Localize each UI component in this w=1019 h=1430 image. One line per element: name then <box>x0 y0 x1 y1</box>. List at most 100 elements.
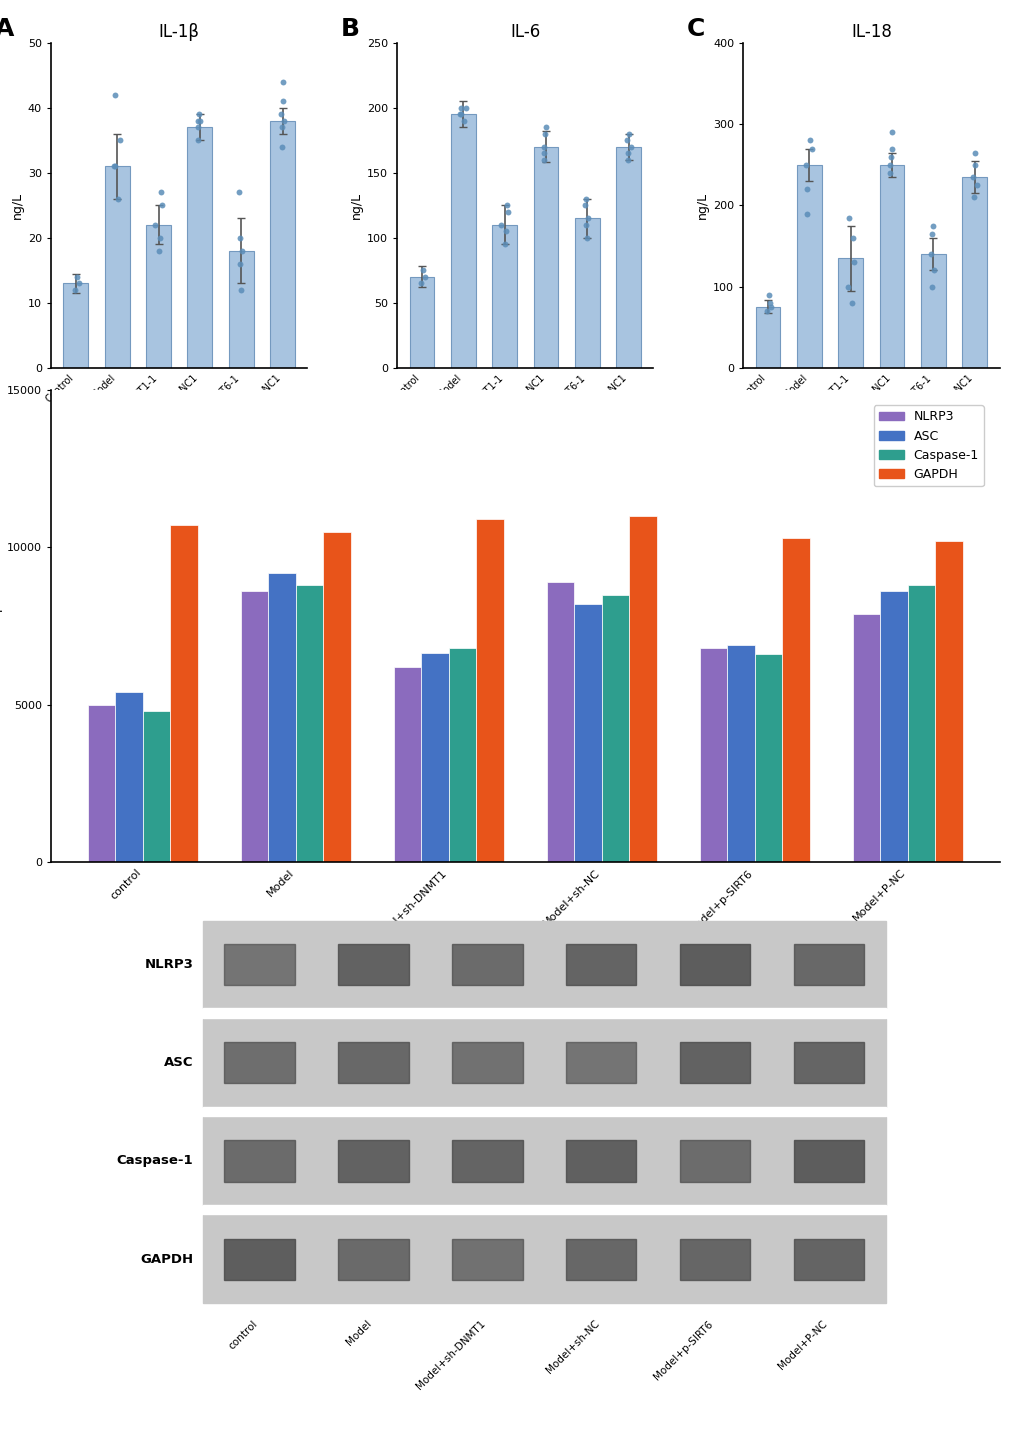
Point <box>839 275 855 297</box>
Bar <box>566 1238 636 1280</box>
Point <box>620 142 636 164</box>
Point <box>881 153 898 176</box>
Point <box>881 162 898 184</box>
Bar <box>566 1042 636 1084</box>
Point <box>758 299 774 322</box>
Point <box>578 226 594 249</box>
Title: IL-6: IL-6 <box>510 23 540 41</box>
Point <box>883 137 900 160</box>
Bar <box>699 648 727 862</box>
Bar <box>224 1140 294 1181</box>
Text: Model+sh-DNMT1: Model+sh-DNMT1 <box>414 1318 487 1391</box>
Point <box>70 272 87 295</box>
Point <box>762 296 779 319</box>
Point <box>923 223 940 246</box>
Point <box>498 194 515 217</box>
Bar <box>203 1008 884 1018</box>
Point <box>276 110 292 133</box>
Point <box>496 233 513 256</box>
Point <box>111 129 127 152</box>
Bar <box>323 532 351 862</box>
Point <box>274 90 290 113</box>
Bar <box>296 585 323 862</box>
Point <box>760 283 776 306</box>
Point <box>535 136 551 159</box>
Point <box>964 166 980 189</box>
Bar <box>907 585 934 862</box>
Point <box>190 129 206 152</box>
Bar <box>105 166 129 368</box>
Point <box>499 200 516 223</box>
Text: Model+p-SIRT6: Model+p-SIRT6 <box>651 1318 714 1381</box>
Point <box>798 202 814 225</box>
Bar <box>754 655 782 862</box>
Bar <box>187 127 212 368</box>
Point <box>415 259 431 282</box>
Text: ASC: ASC <box>164 1057 194 1070</box>
Point <box>923 275 940 297</box>
Bar <box>338 1042 409 1084</box>
Bar <box>793 1140 863 1181</box>
Point <box>153 182 169 204</box>
Point <box>230 182 247 204</box>
Bar <box>143 711 170 862</box>
Point <box>882 120 899 143</box>
Bar <box>852 613 879 862</box>
Y-axis label: Protein relative expression level: Protein relative expression level <box>0 526 3 726</box>
Bar <box>679 1042 750 1084</box>
Bar <box>421 654 448 862</box>
Bar <box>575 219 599 368</box>
Point <box>458 96 474 119</box>
Bar <box>228 250 254 368</box>
Point <box>843 292 859 315</box>
Point <box>233 239 250 262</box>
Bar <box>203 921 884 1008</box>
Point <box>417 266 433 289</box>
Point <box>760 292 776 315</box>
Point <box>536 123 552 146</box>
Bar <box>224 1042 294 1084</box>
Text: Model+sh-NC: Model+sh-NC <box>543 1318 600 1376</box>
Point <box>151 239 167 262</box>
Point <box>966 153 982 176</box>
Bar <box>566 1140 636 1181</box>
Point <box>153 194 169 217</box>
Point <box>191 103 207 126</box>
Text: A: A <box>0 17 14 41</box>
Bar <box>615 147 641 368</box>
Text: B: B <box>340 17 360 41</box>
Bar <box>878 164 904 368</box>
Bar <box>409 277 434 368</box>
Bar <box>203 1018 884 1107</box>
Bar <box>533 147 557 368</box>
Bar <box>115 692 143 862</box>
Point <box>232 279 249 302</box>
Y-axis label: ng/L: ng/L <box>10 192 23 219</box>
Bar <box>934 541 962 862</box>
Point <box>452 103 469 126</box>
Point <box>110 187 126 210</box>
Point <box>968 173 984 196</box>
Point <box>493 213 510 236</box>
Bar <box>451 944 522 985</box>
Point <box>966 142 982 164</box>
Bar <box>224 1238 294 1280</box>
Bar <box>240 592 268 862</box>
Point <box>840 206 856 229</box>
Legend: NLRP3, ASC, Caspase-1, GAPDH: NLRP3, ASC, Caspase-1, GAPDH <box>872 406 983 486</box>
Point <box>923 214 940 237</box>
Text: C: C <box>686 17 704 41</box>
Bar <box>755 307 780 368</box>
Bar <box>679 1238 750 1280</box>
Point <box>106 154 122 177</box>
Bar <box>727 645 754 862</box>
Point <box>798 177 814 200</box>
Point <box>152 226 168 249</box>
Point <box>497 220 514 243</box>
Title: IL-18: IL-18 <box>850 23 891 41</box>
Point <box>147 213 163 236</box>
Point <box>107 83 123 106</box>
Point <box>275 70 291 93</box>
Point <box>69 266 86 289</box>
Point <box>622 136 638 159</box>
